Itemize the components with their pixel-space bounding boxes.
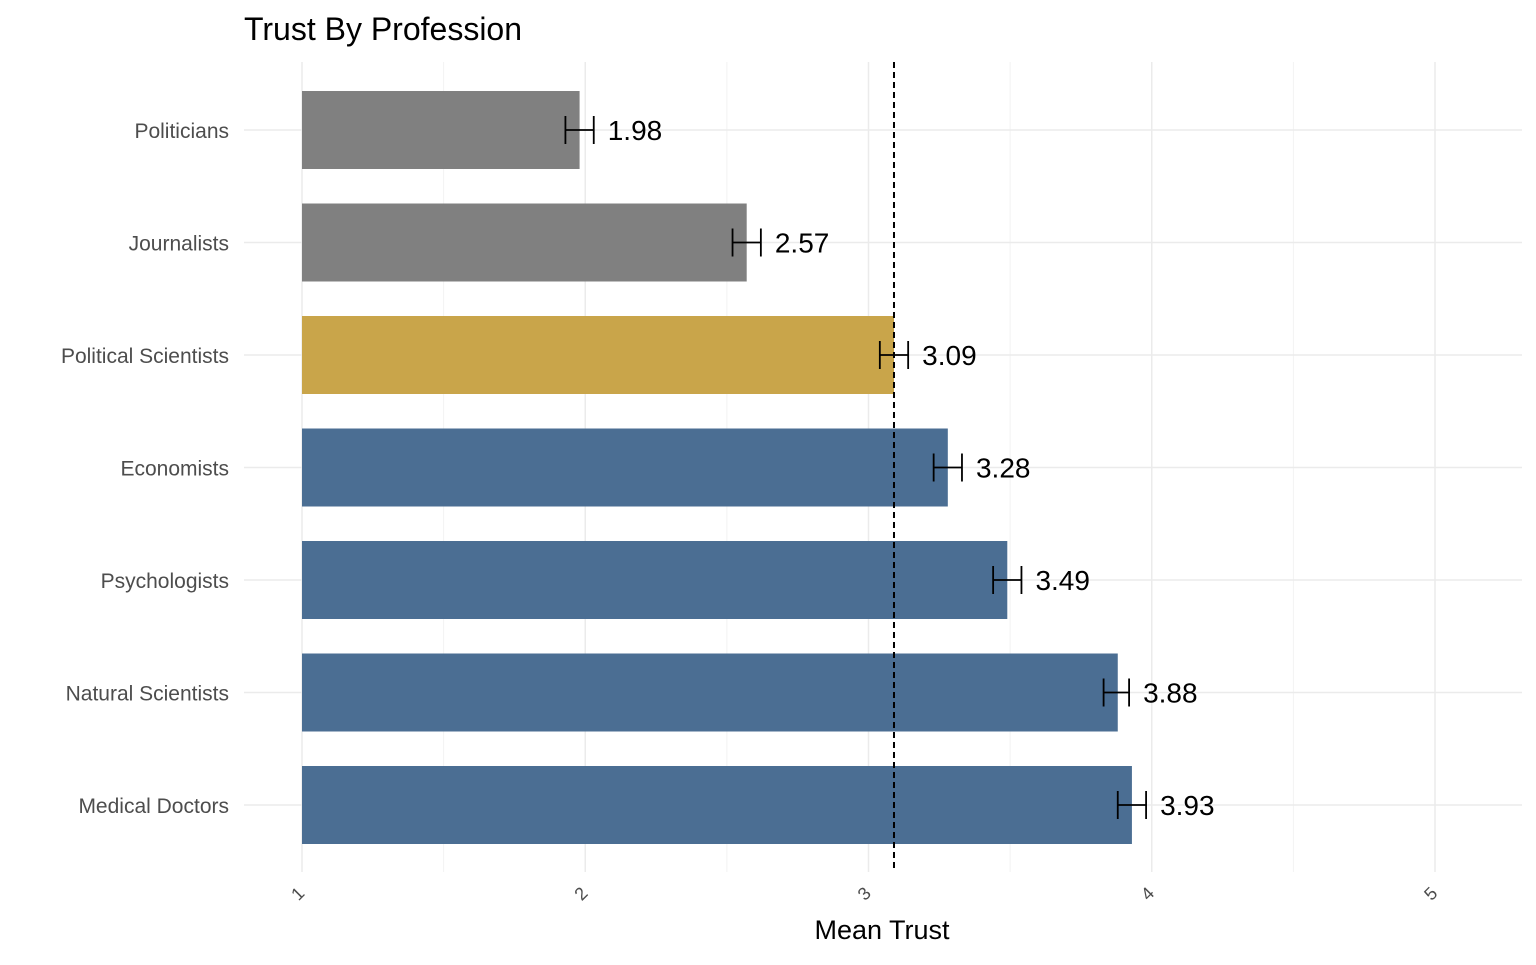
bars — [302, 91, 1132, 844]
error-bar — [731, 228, 762, 257]
y-tick-label: Economists — [120, 458, 229, 481]
value-label: 3.93 — [1160, 790, 1215, 821]
bar-psychologists — [302, 541, 1008, 619]
bar-politicians — [302, 91, 580, 169]
y-tick-label: Medical Doctors — [78, 795, 229, 818]
error-bar — [992, 566, 1023, 594]
y-tick-label: Politicians — [134, 120, 229, 143]
error-bar — [878, 341, 910, 369]
value-label: 3.28 — [976, 453, 1030, 484]
x-tick-label: 1 — [287, 883, 308, 904]
bar-economists — [302, 428, 948, 507]
labels: 1.98 2.57 3.09 3.28 3.49 3.88 3.93 Politicians J… — [61, 115, 1441, 904]
bar-medical-doctors — [302, 766, 1132, 844]
x-tick-label: 5 — [1420, 883, 1441, 904]
bar-journalists — [302, 203, 747, 282]
error-bar — [932, 453, 963, 482]
bar-political-scientists — [302, 316, 894, 394]
x-tick-label: 3 — [854, 883, 875, 904]
x-tick-label: 2 — [570, 883, 591, 904]
error-bar — [1116, 791, 1147, 819]
error-bar — [564, 116, 595, 144]
bar-natural-scientists — [302, 653, 1118, 732]
y-tick-label: Psychologists — [101, 570, 229, 593]
value-label: 1.98 — [608, 115, 663, 146]
x-axis-title: Mean Trust — [814, 915, 950, 945]
y-tick-label: Journalists — [129, 233, 229, 256]
y-tick-label: Natural Scientists — [66, 683, 229, 706]
error-bars — [564, 116, 1147, 819]
chart-title: Trust By Profession — [244, 11, 522, 47]
y-tick-label: Political Scientists — [61, 345, 229, 368]
value-label: 2.57 — [775, 228, 830, 259]
x-tick-label: 4 — [1137, 883, 1158, 904]
value-label: 3.49 — [1035, 565, 1090, 596]
value-label: 3.88 — [1143, 678, 1198, 709]
value-label: 3.09 — [922, 340, 977, 371]
error-bar — [1102, 678, 1130, 707]
